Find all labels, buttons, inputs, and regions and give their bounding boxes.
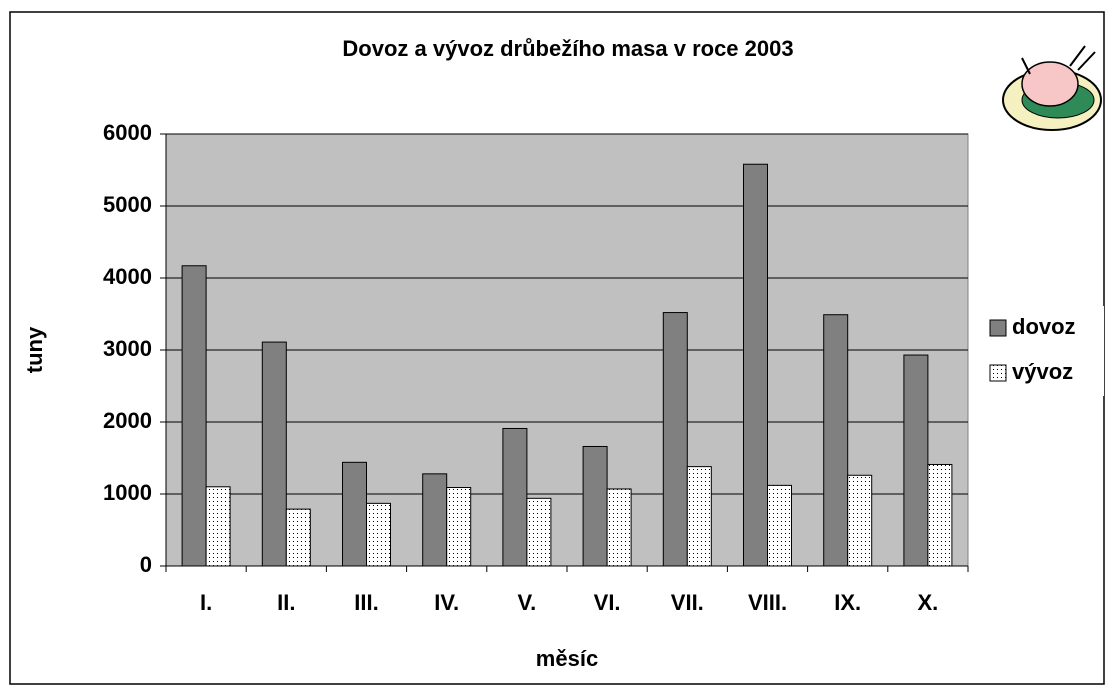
x-tick-label: III. — [354, 590, 378, 615]
chart-title: Dovoz a vývoz drůbežího masa v roce 2003 — [342, 36, 793, 61]
bar — [582, 445, 608, 567]
bar — [743, 163, 768, 567]
bar — [205, 486, 231, 567]
x-tick-label: V. — [518, 590, 537, 615]
x-tick-label: VI. — [594, 590, 621, 615]
y-tick-label: 3000 — [103, 336, 152, 361]
x-tick-label: X. — [918, 590, 939, 615]
bar — [927, 463, 953, 567]
bar — [686, 466, 712, 567]
legend-label: dovoz — [1012, 314, 1076, 339]
bar — [446, 487, 472, 567]
bar — [285, 508, 311, 567]
bar — [261, 341, 287, 567]
bar — [181, 265, 207, 567]
y-axis-title: tuny — [22, 326, 47, 373]
y-tick-label: 2000 — [103, 408, 152, 433]
bar — [502, 427, 528, 567]
y-tick-label: 1000 — [103, 480, 152, 505]
x-tick-label: VIII. — [748, 590, 787, 615]
x-tick-label: IV. — [434, 590, 459, 615]
y-tick-label: 0 — [140, 552, 152, 577]
x-tick-label: IX. — [834, 590, 861, 615]
bar — [823, 314, 849, 567]
y-tick-label: 5000 — [103, 192, 152, 217]
bar — [526, 497, 552, 567]
bar — [366, 502, 391, 567]
bar — [767, 484, 792, 567]
x-axis-title: měsíc — [536, 646, 598, 671]
bar — [903, 354, 929, 567]
y-tick-label: 6000 — [103, 120, 152, 145]
bar — [342, 461, 367, 567]
x-tick-label: I. — [200, 590, 212, 615]
x-tick-label: VII. — [671, 590, 704, 615]
legend-label: vývoz — [1012, 359, 1073, 384]
chicken-icon — [1002, 45, 1102, 131]
bar — [422, 473, 448, 567]
bar — [606, 488, 632, 567]
legend-swatch — [989, 364, 1007, 382]
bar — [662, 312, 688, 567]
x-tick-label: II. — [277, 590, 295, 615]
y-tick-label: 4000 — [103, 264, 152, 289]
legend-swatch — [989, 319, 1007, 337]
bar — [847, 474, 873, 567]
